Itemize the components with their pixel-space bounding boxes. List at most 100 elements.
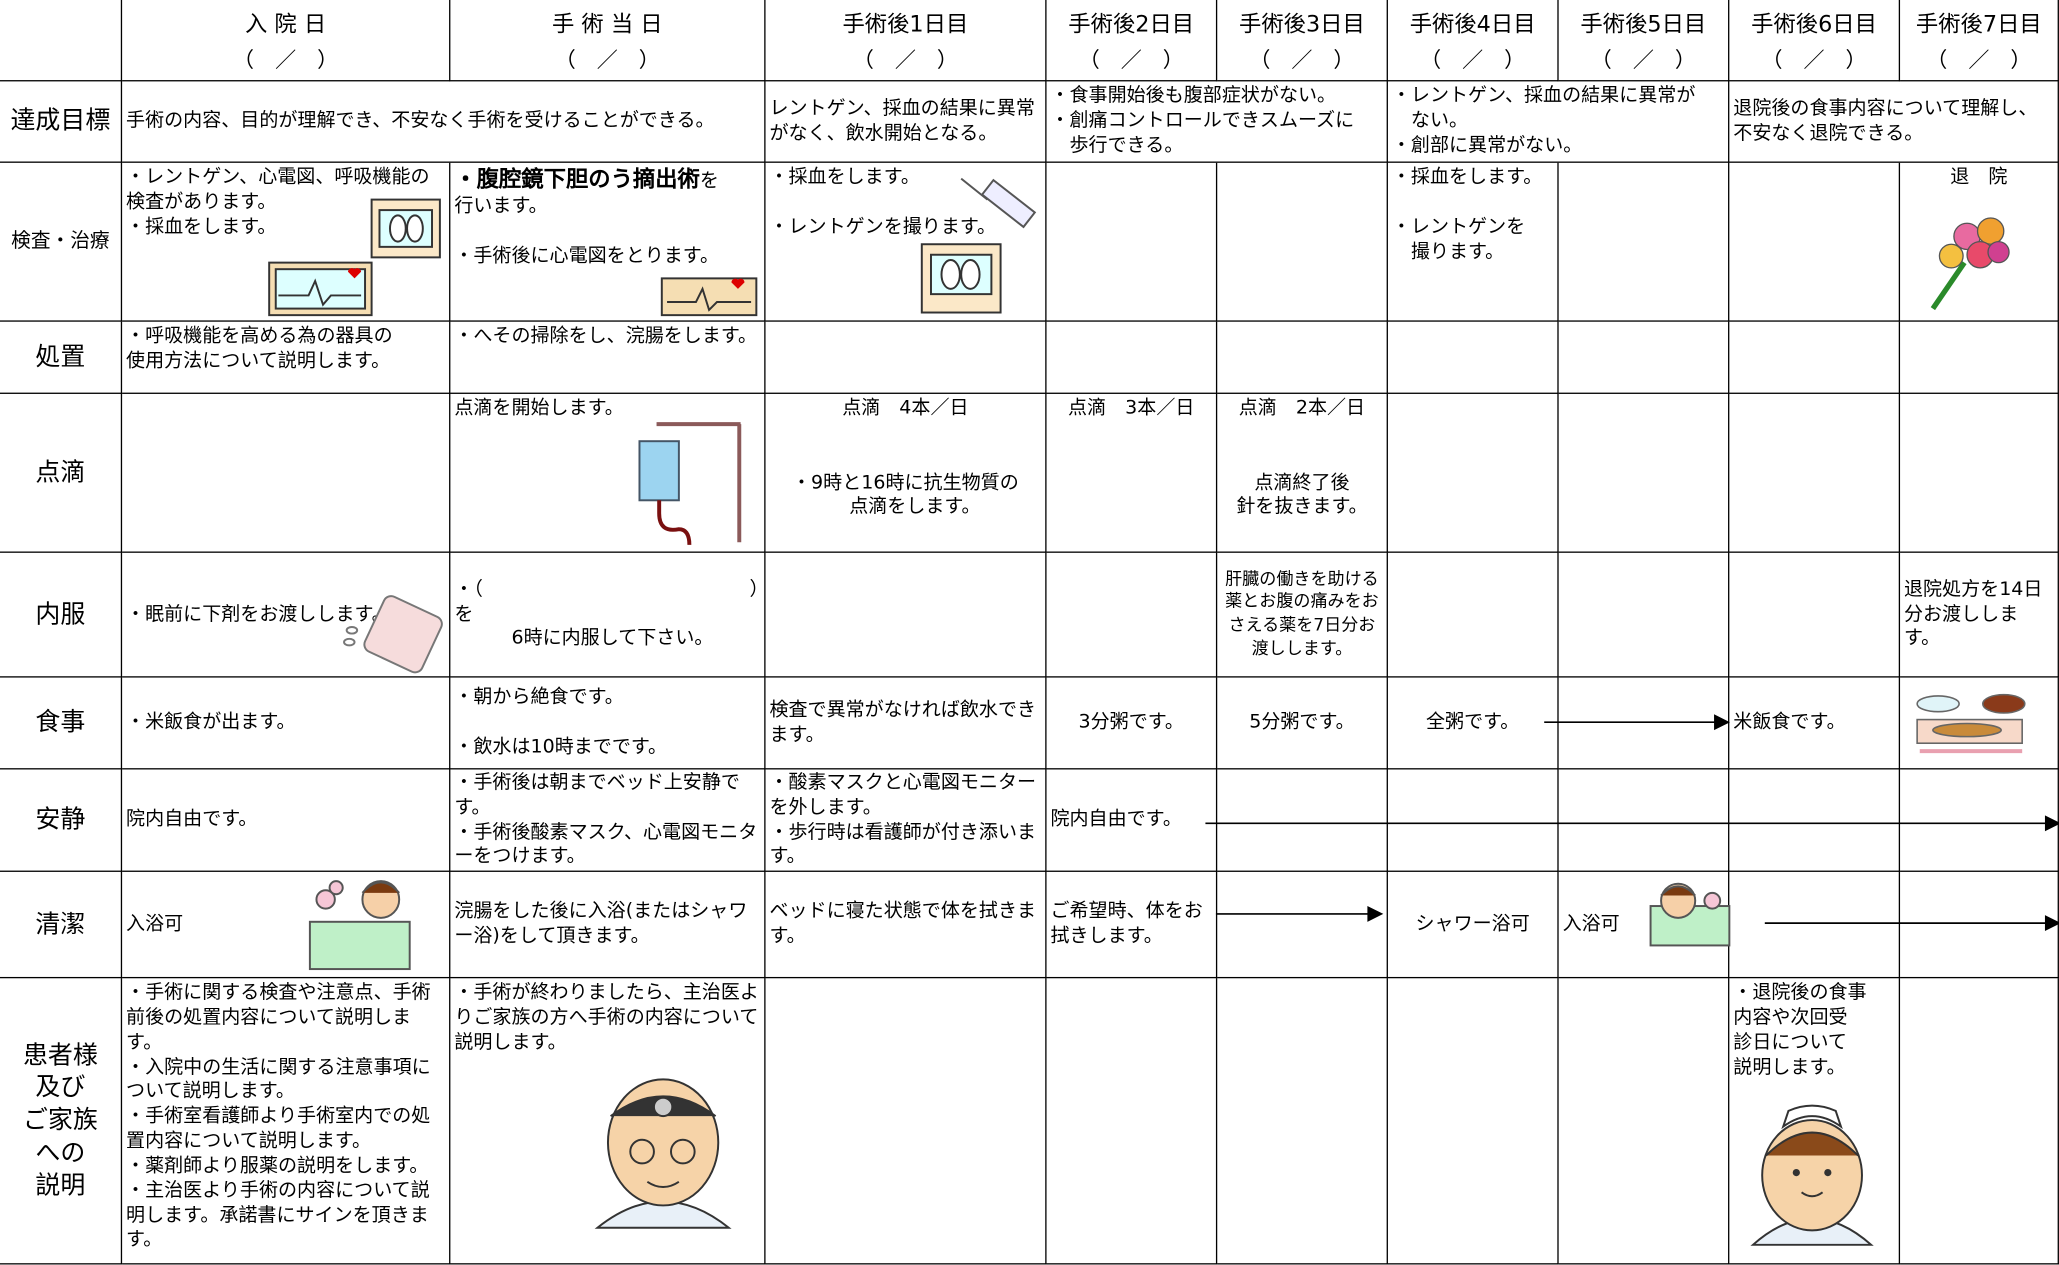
table-cell (1558, 978, 1730, 1265)
table-cell: 点滴を開始します。 (450, 393, 766, 553)
table-cell: ・食事開始後も腹部症状がない。 ・創痛コントロールできスムーズに 歩行できる。 (1046, 81, 1388, 163)
date-placeholder: （ ／ ） (1420, 47, 1526, 73)
cell-text: 肝臓の働きを助ける薬とお腹の痛みをおさえる薬を7日分お渡しします。 (1225, 569, 1379, 659)
table-cell: ・酸素マスクと心電図モニターを外します。 ・歩行時は看護師が付き添います。 (765, 769, 1047, 872)
row-label-text: 内服 (35, 599, 86, 629)
cell-emphasis: ・腹腔鏡下胆のう摘出術 (454, 166, 700, 194)
cell-text: ご希望時、体をお拭きします。 (1050, 900, 1203, 947)
cell-text: シャワー浴可 (1415, 913, 1530, 935)
row-label-text: 達成目標 (10, 106, 111, 136)
table-cell: ・手術後は朝までベッド上安静です。 ・手術後酸素マスク、心電図モニターをつけます… (450, 769, 766, 872)
header-cell: 手術後5日目 （ ／ ） (1558, 0, 1730, 82)
date-placeholder: （ ／ ） (554, 47, 660, 73)
cell-text: ・レントゲン、採血の結果に異常が ない。 ・創部に異常がない。 (1391, 85, 1696, 157)
date-placeholder: （ ／ ） (233, 47, 339, 73)
cell-text: ベッドに寝た状態で体を拭きま す。 (769, 900, 1037, 947)
table-cell (1387, 393, 1559, 553)
row-label-text: 患者様 及び ご家族 への 説明 (22, 1041, 98, 1200)
cell-text: ・呼吸機能を高める為の器具の 使用方法について説明します。 (126, 325, 393, 372)
table-cell (1729, 162, 1901, 322)
table-cell (765, 552, 1047, 678)
header-cell: 手術後7日目 （ ／ ） (1900, 0, 2059, 82)
corner-cell (0, 0, 123, 82)
table-cell: 退 院 (1900, 162, 2059, 322)
cell-text: 浣腸をした後に入浴(またはシャワー浴)をして頂きます。 (454, 900, 748, 947)
table-cell (1558, 677, 1730, 770)
table-cell (1217, 871, 1388, 979)
table-cell: ご希望時、体をお拭きします。 (1046, 871, 1218, 979)
cell-text: 点滴 3本／日 (1068, 397, 1195, 419)
cell-text: 3分粥です。 (1078, 711, 1184, 733)
table-cell (1729, 393, 1901, 553)
day-label: 入 院 日 (245, 11, 327, 39)
table-cell: ・米飯食が出ます。 (122, 677, 451, 770)
date-placeholder: （ ／ ） (1926, 47, 2032, 73)
cell-text: レントゲン、採血の結果に異常がなく、飲水開始となる。 (769, 98, 1035, 144)
table-cell: 入浴可 (122, 871, 451, 979)
row-label: 検査・治療 (0, 162, 123, 322)
row-label-text: 処置 (35, 342, 86, 372)
table-cell: ・手術が終わりましたら、主治医よりご家族の方へ手術の内容について説明します。 (450, 978, 766, 1265)
date-placeholder: （ ／ ） (852, 47, 958, 73)
row-label: 達成目標 (0, 81, 123, 163)
header-cell: 手術後2日目 （ ／ ） (1046, 0, 1218, 82)
table-cell (1900, 769, 2059, 872)
table-cell (1729, 871, 1901, 979)
table-cell (1729, 552, 1901, 678)
table-cell: ・呼吸機能を高める為の器具の 使用方法について説明します。 (122, 321, 451, 394)
date-placeholder: （ ／ ） (1078, 47, 1184, 73)
table-cell (1046, 552, 1218, 678)
table-cell: 検査で異常がなければ飲水できます。 (765, 677, 1047, 770)
cell-text: を 行います。 ・手術後に心電図をとります。 (454, 170, 720, 267)
cell-text: ・手術が終わりましたら、主治医よりご家族の方へ手術の内容について説明します。 (454, 982, 759, 1053)
table-cell: 入浴可 (1558, 871, 1730, 979)
header-cell: 入 院 日 （ ／ ） (122, 0, 451, 82)
day-label: 手術後3日目 (1239, 11, 1365, 39)
day-label: 手 術 当 日 (552, 11, 663, 39)
date-placeholder: （ ／ ） (1249, 47, 1355, 73)
table-cell (1387, 769, 1559, 872)
table-cell: 浣腸をした後に入浴(またはシャワー浴)をして頂きます。 (450, 871, 766, 979)
cell-text: ・手術に関する検査や注意点、手術前後の処置内容について説明します。 ・入院中の生… (126, 982, 431, 1251)
cell-text: 5分粥です。 (1249, 711, 1355, 733)
cell-text: ・へその掃除をし、浣腸をします。 (454, 325, 758, 347)
cell-text: ・採血をします。 ・レントゲンを撮ります。 (769, 166, 997, 238)
cell-text: 退 院 (1950, 166, 2008, 188)
cell-text: 全粥です。 (1425, 711, 1520, 733)
row-label: 患者様 及び ご家族 への 説明 (0, 978, 123, 1265)
header-cell: 手術後6日目 （ ／ ） (1729, 0, 1901, 82)
date-placeholder: （ ／ ） (1761, 47, 1867, 73)
cell-text: 入浴可 (126, 913, 184, 935)
table-cell (1900, 677, 2059, 770)
cell-text: 入浴可 (1562, 913, 1620, 935)
table-cell: ・（ ）を 6時に内服して下さい。 (450, 552, 766, 678)
cell-text: ・酸素マスクと心電図モニターを外します。 ・歩行時は看護師が付き添います。 (769, 771, 1037, 868)
day-label: 手術後1日目 (842, 11, 969, 39)
cell-text: 検査で異常がなければ飲水できます。 (769, 699, 1037, 746)
cell-text: 手術の内容、目的が理解でき、不安なく手術を受けることができる。 (126, 110, 715, 132)
row-label-text: 点滴 (35, 457, 86, 487)
table-cell: ・眠前に下剤をお渡しします。 (122, 552, 451, 678)
row-label: 食事 (0, 677, 123, 770)
table-cell: 院内自由です。 (122, 769, 451, 872)
table-cell: 点滴 3本／日 (1046, 393, 1218, 553)
row-label-text: 食事 (35, 707, 86, 737)
cell-text: ・眠前に下剤をお渡しします。 (126, 603, 391, 625)
table-cell (765, 978, 1047, 1265)
day-label: 手術後5日目 (1580, 11, 1707, 39)
table-cell: ・レントゲン、採血の結果に異常が ない。 ・創部に異常がない。 (1387, 81, 1730, 163)
cell-text: 米飯食です。 (1733, 711, 1846, 733)
table-cell: 院内自由です。 (1046, 769, 1218, 872)
day-label: 手術後4日目 (1409, 11, 1536, 39)
table-cell: ・退院後の食事 内容や次回受 診日について 説明します。 (1729, 978, 1901, 1265)
cell-text: 点滴を開始します。 (454, 397, 624, 419)
table-cell: 退院後の食事内容について理解し、 不安なく退院できる。 (1729, 81, 2059, 163)
table-cell (1217, 162, 1388, 322)
cell-text: ・腹腔鏡下胆のう摘出術を 行います。 ・手術後に心電図をとります。 (454, 165, 760, 268)
table-cell (1558, 321, 1730, 394)
table-cell: 点滴 4本／日 ・9時と16時に抗生物質の 点滴をします。 (765, 393, 1047, 553)
table-cell (1046, 978, 1218, 1265)
table-cell (122, 393, 451, 553)
table-cell: 全粥です。 (1387, 677, 1559, 770)
